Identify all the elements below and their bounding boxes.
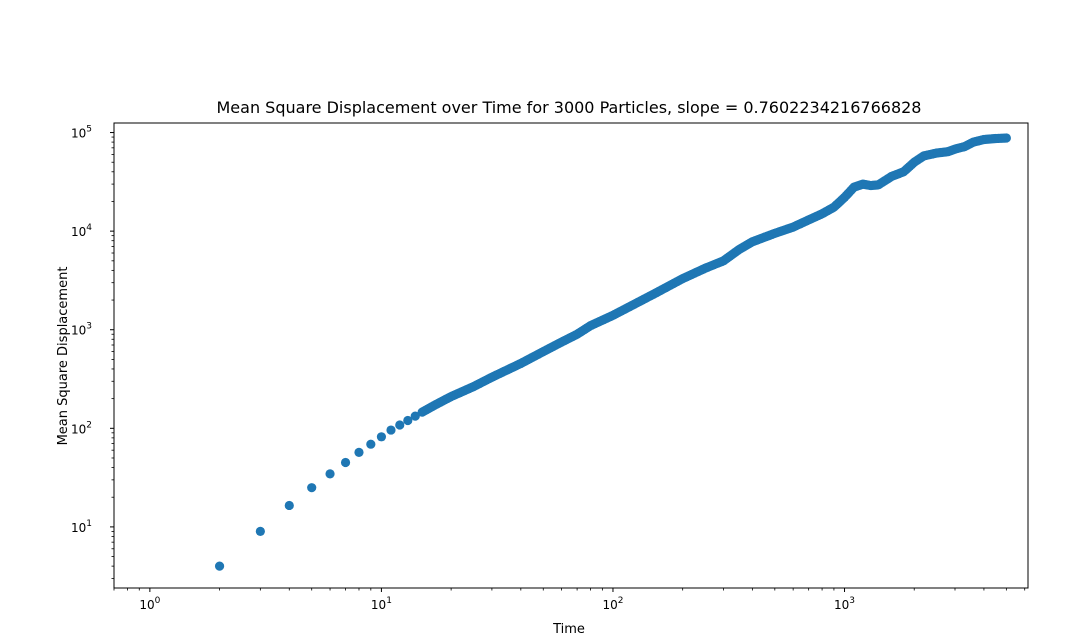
y-tick-label: 103 [71,322,92,338]
data-point [386,425,396,435]
data-point [340,457,351,468]
data-point [325,469,335,479]
y-tick-label: 101 [71,519,92,535]
data-point [307,483,317,493]
x-tick-label: 102 [602,596,623,612]
data-points [214,133,1011,571]
x-tick-label: 103 [834,596,855,612]
x-axis: 100 101 102 103 [113,588,1026,612]
y-tick-label: 102 [71,420,92,436]
chart-title: Mean Square Displacement over Time for 3… [217,98,922,117]
data-point [366,439,376,449]
data-point [410,411,420,421]
data-point [284,500,294,511]
data-point [395,420,405,430]
data-point [354,447,364,457]
data-point [1001,133,1011,143]
data-point [376,432,387,442]
x-tick-label: 100 [139,596,160,612]
y-tick-label: 105 [71,125,92,141]
x-tick-label: 101 [371,596,392,612]
data-point [214,561,225,571]
y-axis-label: Mean Square Displacement [56,267,71,446]
plot-frame [113,122,1029,589]
y-axis: 101 102 103 104 105 [71,125,114,579]
data-point [255,526,265,537]
x-axis-label: Time [552,622,585,637]
data-point [403,415,413,426]
y-tick-label: 104 [71,223,92,239]
